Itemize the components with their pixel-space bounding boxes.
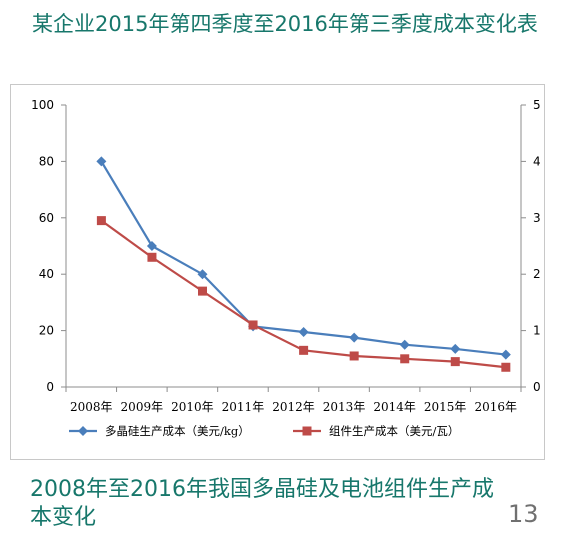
legend-label: 组件生产成本（美元/瓦） (329, 424, 459, 438)
left-tick-label: 60 (39, 211, 54, 225)
data-point (349, 351, 359, 361)
x-tick-label: 2016年 (474, 400, 517, 414)
line-chart: 0 20 40 60 80 100 0 1 2 3 4 5 2008年 2009年 2010年 2011年 20… (31, 98, 541, 438)
data-point (197, 269, 208, 280)
slide-caption: 2008年至2016年我国多晶硅及电池组件生产成本变化 (30, 477, 494, 530)
series-2 (96, 216, 511, 372)
x-tick-label: 2011年 (222, 400, 265, 414)
right-tick-label: 4 (533, 154, 541, 168)
series-line (100, 219, 506, 369)
series-1 (96, 156, 511, 360)
data-point (501, 362, 511, 372)
left-tick-label: 20 (39, 324, 54, 338)
legend-label: 多晶硅生产成本（美元/kg） (105, 424, 250, 438)
data-point (96, 156, 107, 167)
x-tick-label: 2014年 (373, 400, 416, 414)
legend-entry-1: 多晶硅生产成本（美元/kg） (69, 424, 250, 438)
page-number: 13 (508, 500, 539, 528)
x-tick-label: 2010年 (171, 400, 214, 414)
right-tick-label: 5 (533, 98, 541, 112)
axes (61, 104, 526, 392)
data-point (450, 357, 460, 367)
x-tick-label: 2008年 (70, 400, 113, 414)
legend-entry-2: 组件生产成本（美元/瓦） (293, 424, 459, 438)
legend-marker (302, 426, 312, 436)
series-line (100, 160, 506, 356)
x-tick-label: 2012年 (272, 400, 315, 414)
data-point (399, 339, 410, 350)
data-point (248, 320, 258, 330)
left-tick-label: 40 (39, 267, 54, 281)
series (96, 156, 511, 372)
data-point (298, 327, 309, 338)
left-tick-label: 100 (31, 98, 54, 112)
data-point (450, 343, 461, 354)
legend: 多晶硅生产成本（美元/kg） 组件生产成本（美元/瓦） (69, 424, 459, 438)
tick-labels: 0 20 40 60 80 100 0 1 2 3 4 5 2008年 2009年 2010年 2011年 20… (31, 98, 541, 414)
chart-frame: 0 20 40 60 80 100 0 1 2 3 4 5 2008年 2009年 2010年 2011年 20… (10, 84, 545, 460)
x-tick-label: 2013年 (323, 400, 366, 414)
slide-title: 某企业2015年第四季度至2016年第三季度成本变化表 (32, 12, 538, 36)
right-tick-label: 3 (533, 211, 541, 225)
data-point (146, 241, 157, 251)
right-tick-label: 2 (533, 267, 541, 281)
data-point (400, 354, 410, 364)
data-point (500, 349, 511, 360)
legend-marker (78, 426, 88, 436)
right-tick-label: 0 (533, 380, 541, 394)
data-point (96, 216, 106, 226)
x-tick-label: 2015年 (424, 400, 467, 414)
left-tick-label: 0 (46, 380, 54, 394)
data-point (349, 332, 360, 343)
left-tick-label: 80 (39, 154, 54, 168)
x-tick-label: 2009年 (121, 400, 164, 414)
data-point (147, 252, 157, 262)
data-point (198, 286, 207, 296)
right-tick-label: 1 (533, 324, 541, 338)
data-point (299, 345, 309, 355)
